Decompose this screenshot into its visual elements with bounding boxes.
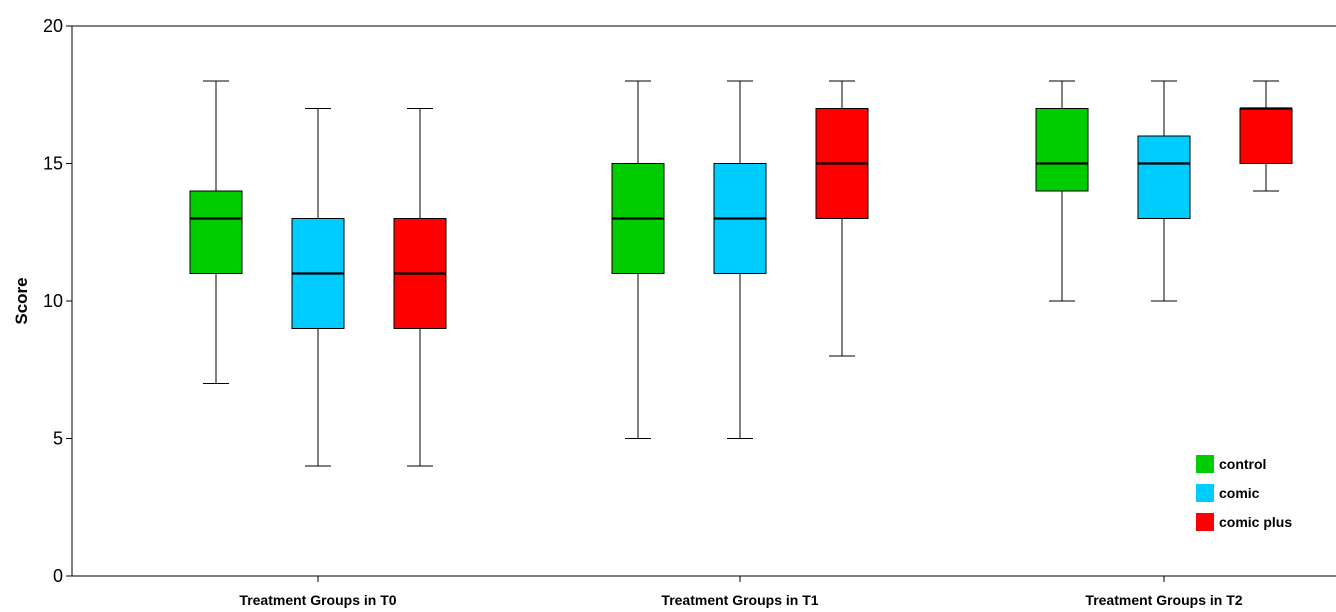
- plot-frame: [71, 25, 1336, 577]
- box-control-2: [1035, 80, 1089, 302]
- box-comic-plus-2: [1239, 80, 1293, 192]
- y-axis-title: Score: [12, 277, 31, 324]
- legend-swatch: [1196, 484, 1214, 502]
- y-tick-label: 15: [43, 154, 63, 174]
- box-comic-plus-1: [815, 80, 869, 357]
- x-category-label: Treatment Groups in T0: [239, 592, 396, 608]
- y-tick-label: 0: [53, 566, 63, 586]
- legend-label: control: [1219, 456, 1266, 472]
- y-tick-label: 10: [43, 291, 63, 311]
- y-tick-label: 20: [43, 16, 63, 36]
- x-category-label: Treatment Groups in T2: [1085, 592, 1242, 608]
- x-axis: Treatment Groups in T0 Treatment Groups i…: [239, 576, 1243, 608]
- y-tick-label: 5: [53, 429, 63, 449]
- box-control-0: [189, 80, 243, 384]
- box-iqr: [1137, 135, 1191, 219]
- box-comic-1: [713, 80, 767, 439]
- box-comic-0: [291, 108, 345, 467]
- box-iqr: [1035, 108, 1089, 192]
- box-comic-plus-0: [393, 108, 447, 467]
- legend-label: comic plus: [1219, 514, 1292, 530]
- legend-swatch: [1196, 513, 1214, 531]
- x-category-label: Treatment Groups in T1: [661, 592, 818, 608]
- box-comic-2: [1137, 80, 1191, 302]
- box-control-1: [611, 80, 665, 439]
- box-iqr: [189, 190, 243, 274]
- y-axis: 0 5 10 15 20: [43, 16, 72, 586]
- legend-label: comic: [1219, 485, 1260, 501]
- box-iqr: [1239, 108, 1293, 164]
- legend: control comic comic plus: [1196, 455, 1292, 531]
- box-groups: [189, 80, 1293, 467]
- legend-swatch: [1196, 455, 1214, 473]
